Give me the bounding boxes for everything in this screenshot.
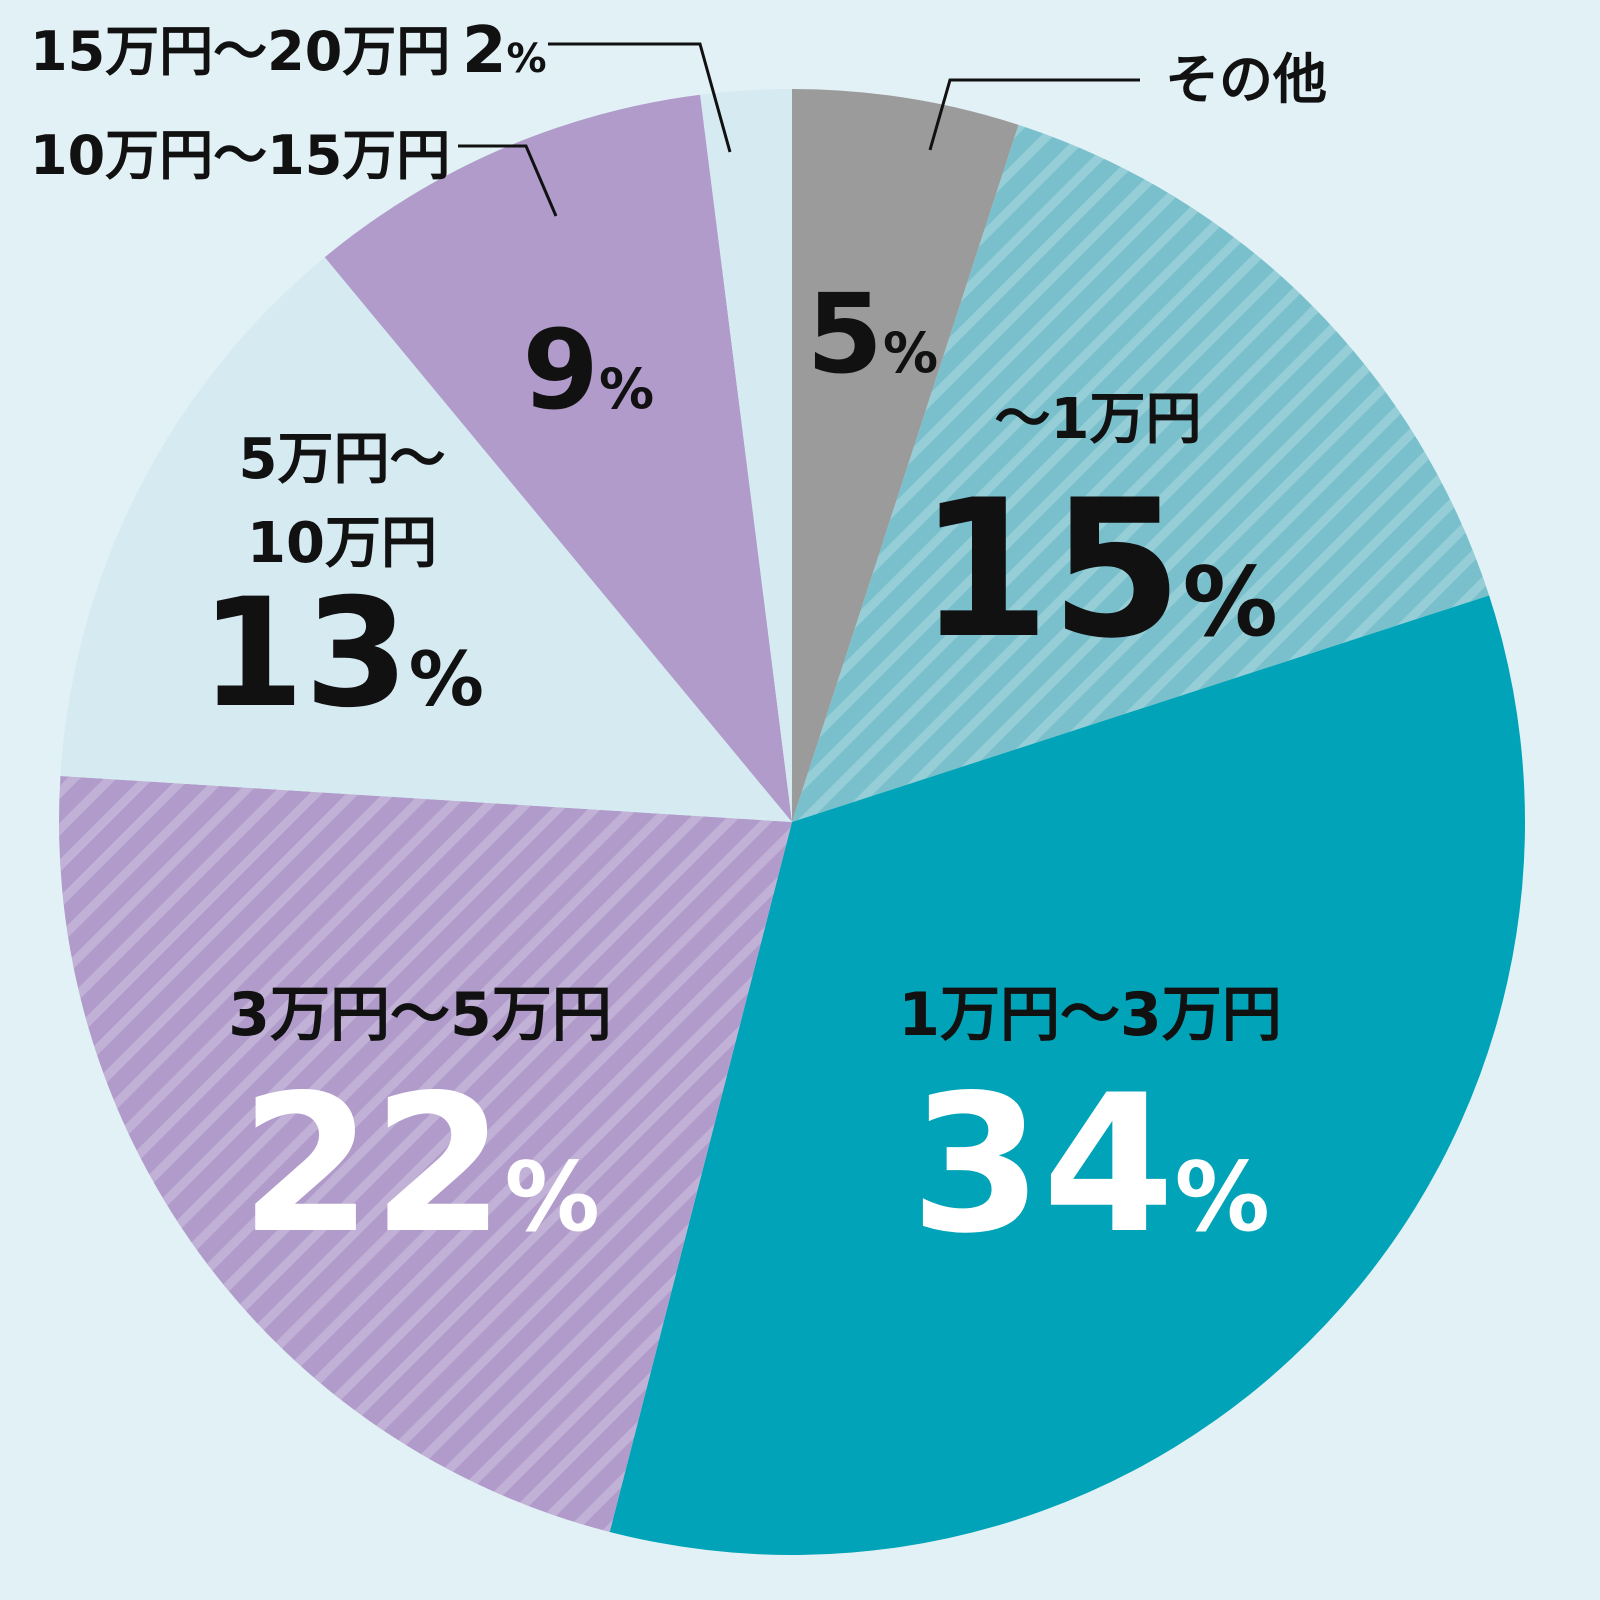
- slice-3-wedge: [609, 595, 1525, 1555]
- slice-5-name-label-line2: 10万円: [247, 511, 437, 576]
- slice-7-value-label: 2%: [462, 14, 547, 88]
- slice-6-name-label: 10万円～15万円: [30, 124, 450, 187]
- slice-1-wedge: [792, 89, 1019, 822]
- slice-1-value-label: 5%: [806, 270, 938, 398]
- slice-4-hatch: [58, 775, 792, 1532]
- slice-4-name-label: 3万円～5万円: [228, 980, 612, 1050]
- slice-5-name-label-line1: 5万円～: [239, 427, 446, 492]
- slice-7-leader-line: [548, 42, 732, 153]
- slice-5-wedge: [60, 257, 792, 822]
- slice-6-wedge: [324, 94, 792, 823]
- slice-2-name-label: ～1万円: [995, 387, 1202, 452]
- slice-1-leader-line: [928, 78, 1140, 151]
- slice-3-value-label: 34%: [910, 1054, 1270, 1275]
- slice-2-hatch: [792, 124, 1490, 823]
- slice-6-value-label: 9%: [522, 306, 654, 434]
- slice-3-name-label: 1万円～3万円: [898, 980, 1282, 1050]
- slice-7-name-label: 15万円～20万円: [30, 20, 450, 83]
- slice-1-name-label: その他: [1165, 48, 1327, 111]
- slice-2-value-label: 15%: [918, 459, 1278, 680]
- slice-7-wedge: [700, 89, 792, 822]
- slice-6-leader-line: [458, 144, 558, 217]
- slice-4-value-label: 22%: [240, 1054, 600, 1275]
- slice-5-value-label: 13%: [200, 567, 484, 741]
